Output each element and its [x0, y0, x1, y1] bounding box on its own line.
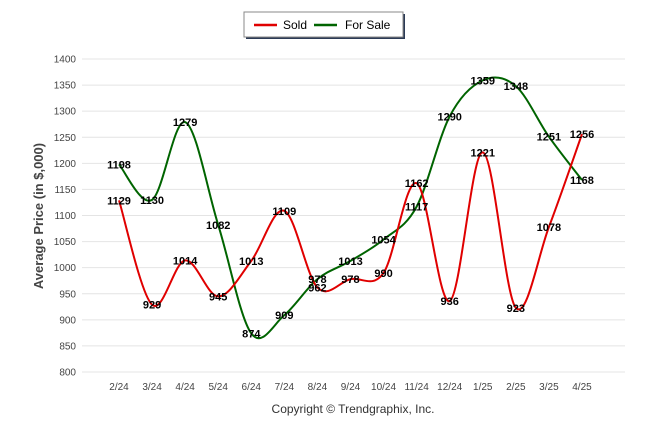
data-label-sold: 1221	[471, 147, 495, 159]
data-label-sold: 1162	[405, 178, 429, 190]
data-label-for-sale: 1013	[338, 256, 362, 268]
series-line-for-sale	[118, 76, 583, 340]
data-label-for-sale: 1130	[140, 195, 164, 207]
y-tick-label: 1100	[54, 211, 76, 222]
x-axis-ticks: 2/24 3/24 4/24 5/24 6/24 7/24 8/24 9/24 10/24 11/…	[109, 382, 592, 393]
x-tick-label: 3/24	[142, 382, 162, 393]
x-tick-label: 5/24	[208, 382, 228, 393]
data-label-for-sale: 978	[308, 274, 326, 286]
x-tick-label: 1/25	[473, 382, 493, 393]
data-label-for-sale: 1198	[107, 159, 131, 171]
data-label-sold: 1129	[107, 195, 131, 207]
data-label-sold: 1256	[570, 129, 594, 141]
y-axis-ticks: 800 850 900 950 1000 1050 1100 1150 1200 1250 1300…	[54, 55, 77, 379]
grid-lines	[82, 58, 625, 373]
y-tick-label: 1200	[54, 159, 77, 170]
x-tick-label: 3/25	[539, 382, 559, 393]
series-lines	[118, 76, 583, 340]
copyright-footer: Copyright © Trendgraphix, Inc.	[272, 402, 435, 416]
y-tick-label: 800	[59, 368, 76, 379]
data-label-for-sale: 1251	[537, 132, 561, 144]
data-label-sold: 1109	[272, 206, 296, 218]
data-label-sold: 929	[143, 300, 161, 312]
x-tick-label: 4/25	[572, 382, 592, 393]
data-label-for-sale: 874	[242, 328, 261, 340]
x-tick-label: 2/25	[506, 382, 526, 393]
y-tick-label: 1350	[54, 81, 77, 92]
x-tick-label: 12/24	[437, 382, 462, 393]
data-label-sold: 1014	[173, 255, 198, 267]
x-tick-label: 6/24	[242, 382, 262, 393]
data-label-for-sale: 1168	[570, 175, 594, 187]
data-label-for-sale: 909	[275, 310, 293, 322]
y-tick-label: 850	[59, 341, 76, 352]
data-label-sold: 945	[209, 291, 227, 303]
y-tick-label: 1150	[54, 185, 76, 196]
data-label-for-sale: 1348	[504, 81, 528, 93]
data-label-sold: 936	[441, 296, 459, 308]
data-label-for-sale: 1117	[405, 202, 428, 214]
data-labels: 1129929101494510131109962978990116293612…	[107, 75, 594, 340]
y-tick-label: 1000	[54, 263, 77, 274]
data-label-for-sale: 1054	[371, 234, 396, 246]
y-axis-label: Average Price (in $,000)	[31, 143, 46, 289]
y-tick-label: 900	[59, 315, 76, 326]
data-label-for-sale: 1359	[471, 75, 495, 87]
y-tick-label: 1300	[54, 107, 77, 118]
y-tick-label: 950	[59, 289, 76, 300]
x-tick-label: 11/24	[404, 382, 429, 393]
x-tick-label: 10/24	[371, 382, 396, 393]
data-label-sold: 1013	[239, 256, 263, 268]
y-tick-label: 1250	[54, 133, 77, 144]
data-label-sold: 978	[341, 274, 359, 286]
legend-forsale-label: For Sale	[345, 18, 391, 32]
data-label-for-sale: 1279	[173, 117, 197, 129]
legend-sold-label: Sold	[283, 18, 307, 32]
data-label-sold: 990	[374, 268, 392, 280]
data-label-for-sale: 1082	[206, 220, 230, 232]
y-tick-label: 1050	[54, 237, 77, 248]
x-tick-label: 8/24	[308, 382, 328, 393]
y-tick-label: 1400	[54, 55, 77, 66]
series-line-sold	[118, 133, 583, 311]
data-label-for-sale: 1290	[437, 111, 461, 123]
x-tick-label: 2/24	[109, 382, 129, 393]
x-tick-label: 7/24	[275, 382, 295, 393]
x-tick-label: 4/24	[175, 382, 195, 393]
data-label-sold: 923	[507, 303, 525, 315]
legend: Sold For Sale	[243, 11, 405, 39]
data-label-sold: 962	[308, 282, 326, 294]
data-label-sold: 1078	[537, 222, 561, 234]
x-tick-label: 9/24	[341, 382, 361, 393]
